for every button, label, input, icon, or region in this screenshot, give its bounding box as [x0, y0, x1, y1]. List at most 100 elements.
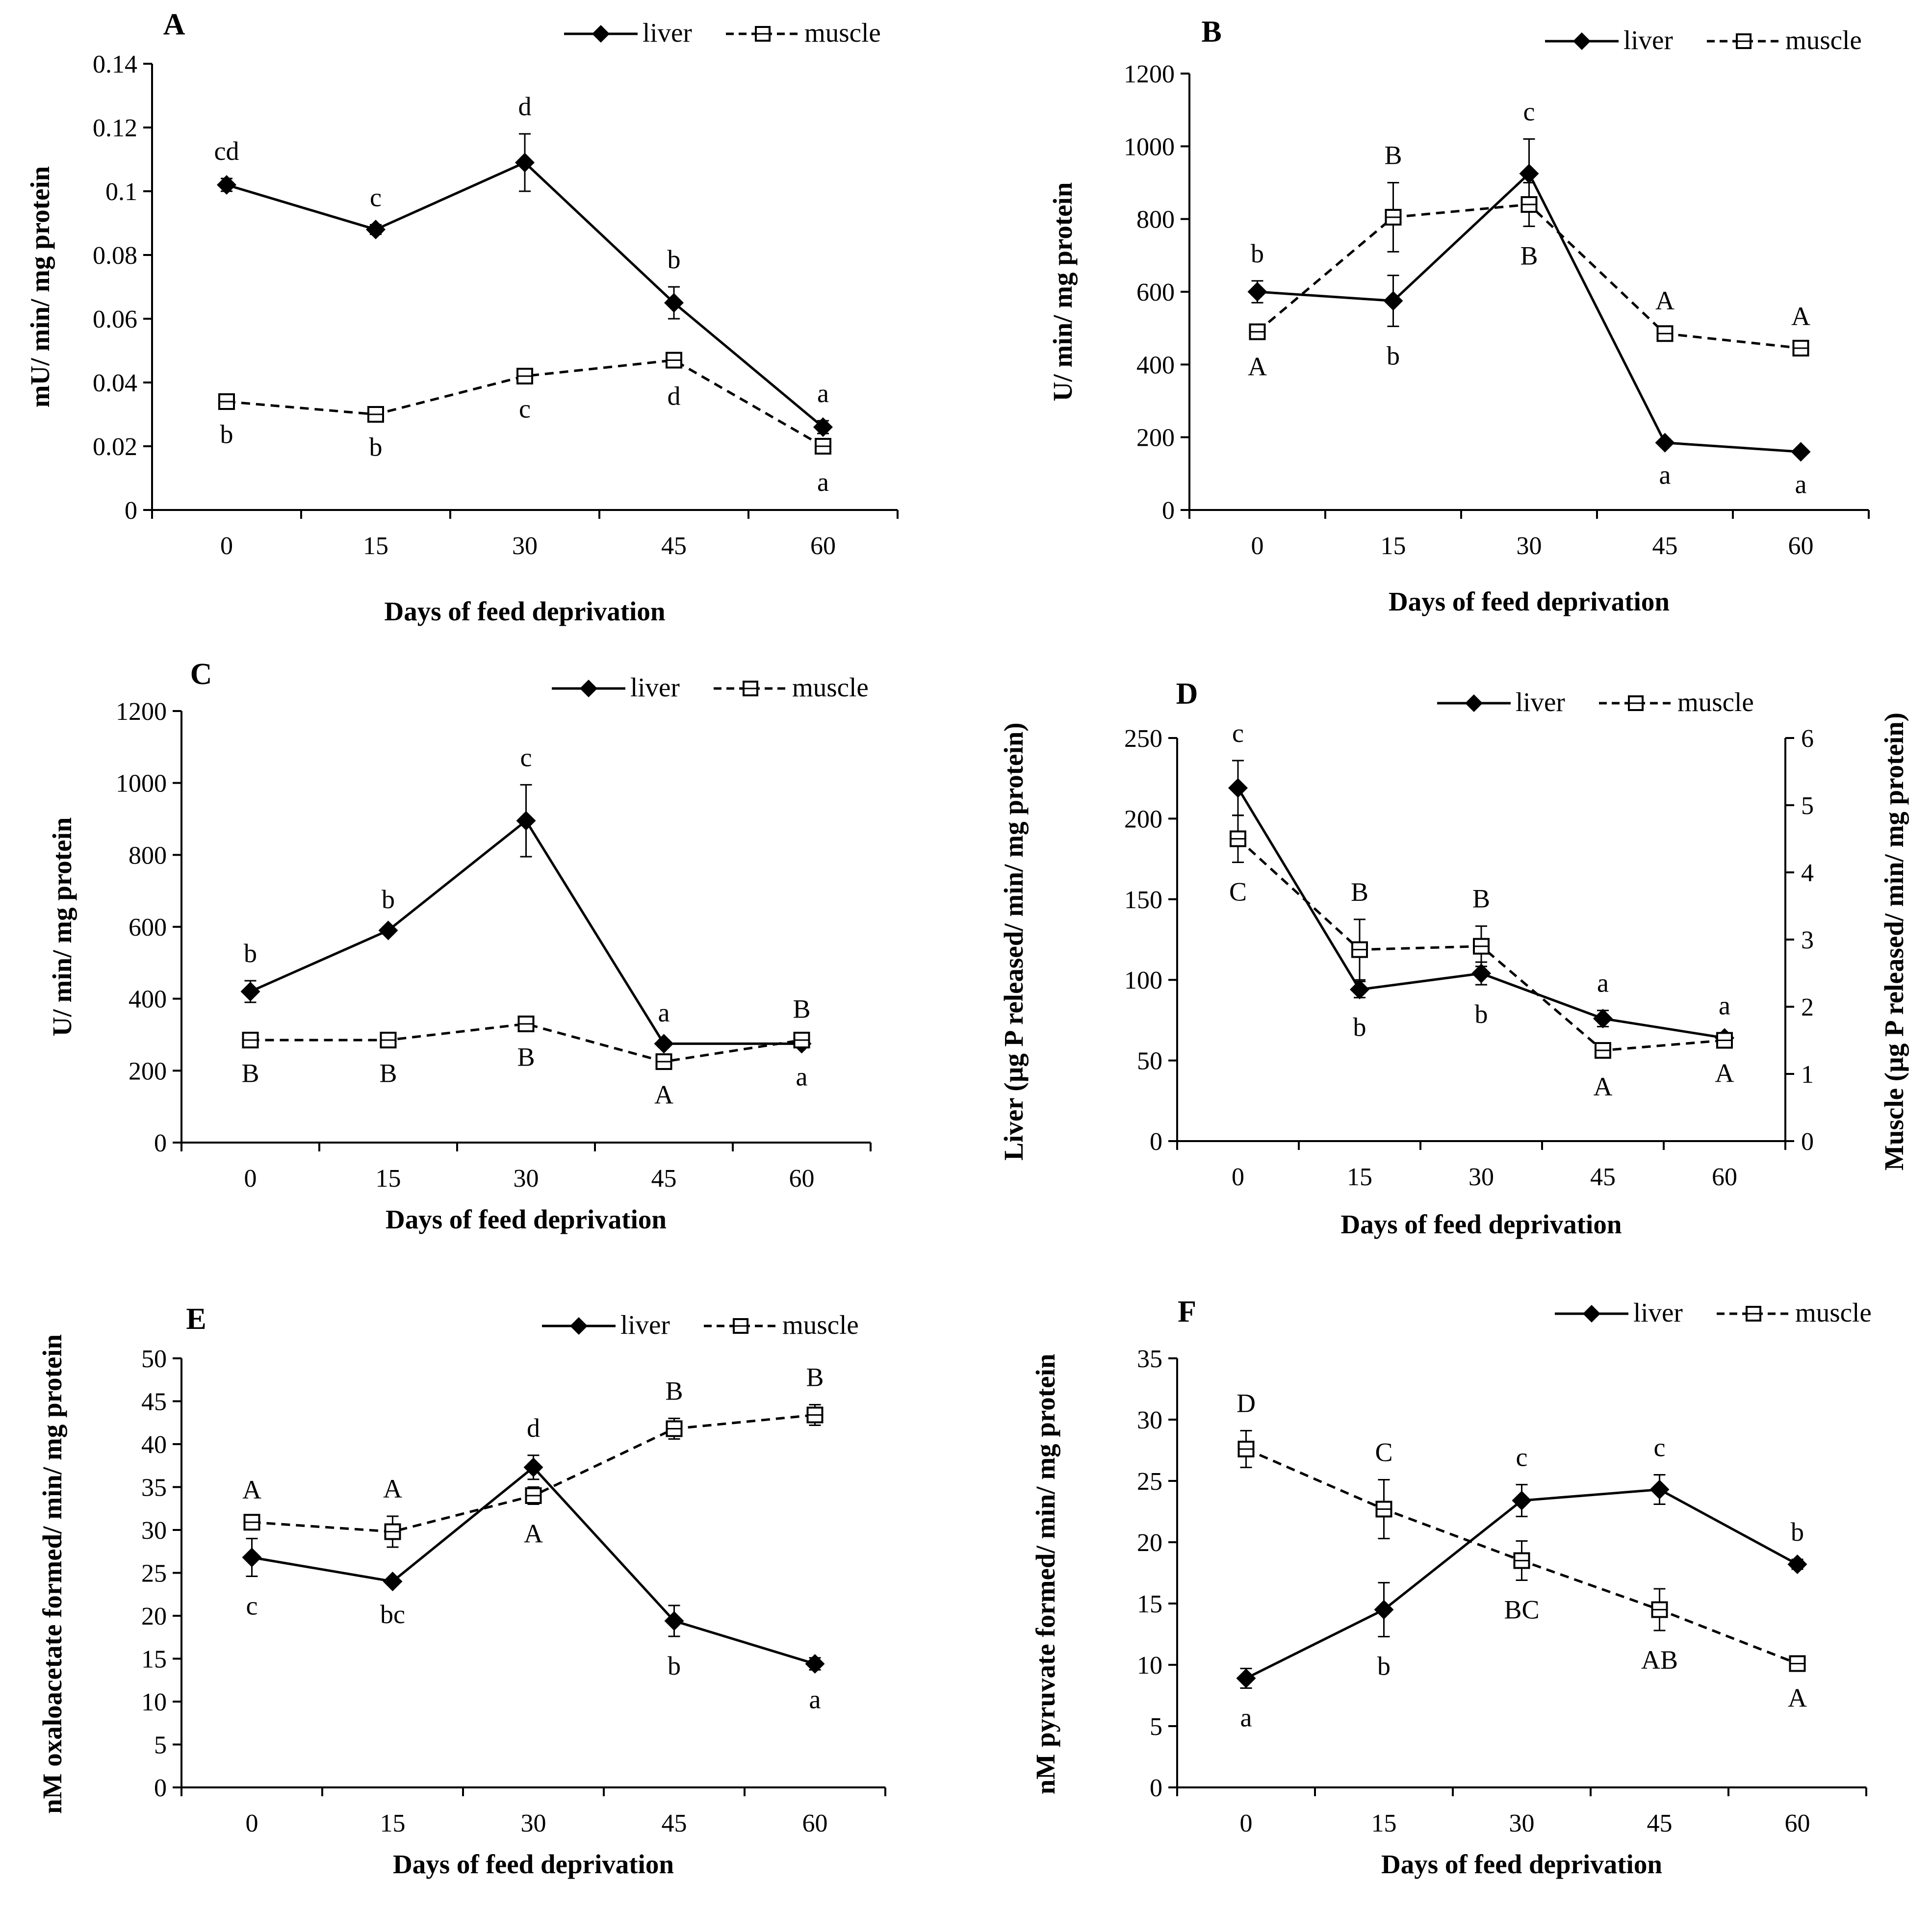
significance-label: A — [383, 1474, 402, 1503]
x-tick-label: 45 — [662, 1809, 687, 1837]
data-point-liver — [242, 1548, 262, 1567]
y-axis-title: U/ min/ mg protein — [47, 817, 77, 1037]
significance-label: C — [1375, 1438, 1392, 1467]
significance-label: B — [806, 1363, 824, 1392]
x-tick-label: 60 — [1785, 1809, 1810, 1837]
x-tick-label: 15 — [380, 1809, 406, 1837]
significance-label: C — [1229, 877, 1247, 906]
data-point-liver — [523, 1457, 543, 1477]
significance-label: b — [668, 245, 681, 274]
y-tick-label: 35 — [141, 1474, 167, 1502]
significance-label: b — [1377, 1652, 1391, 1681]
x-tick-label: 0 — [1232, 1163, 1244, 1191]
panel-letter: A — [163, 8, 185, 41]
significance-label: a — [817, 379, 829, 408]
y-tick-label: 20 — [141, 1603, 167, 1630]
data-point-liver — [1787, 1554, 1807, 1574]
data-point-liver — [1247, 282, 1267, 302]
y-tick-label: 50 — [141, 1345, 167, 1373]
legend-muscle-label: muscle — [1795, 1298, 1872, 1327]
y-tick-label: 0 — [1150, 1774, 1162, 1802]
data-point-liver — [240, 982, 260, 1001]
x-tick-label: 0 — [246, 1809, 258, 1837]
x-tick-label: 45 — [1652, 532, 1678, 560]
significance-label: a — [817, 467, 829, 497]
significance-label: B — [1384, 141, 1402, 170]
x-tick-label: 60 — [810, 532, 836, 560]
y-axis-title: mU/ min/ mg protein — [25, 166, 55, 407]
legend-muscle-label: muscle — [1785, 25, 1862, 55]
data-point-liver — [1649, 1479, 1670, 1500]
legend: liver muscle — [542, 1310, 859, 1340]
legend: liver muscle — [1545, 25, 1862, 55]
significance-label: a — [1719, 991, 1730, 1020]
x-axis-title: Days of feed deprivation — [386, 1204, 667, 1234]
y-tick-label: 0.14 — [93, 51, 137, 78]
significance-label: b — [382, 885, 395, 914]
y-tick-label: 200 — [1136, 424, 1175, 452]
x-tick-label: 45 — [651, 1165, 677, 1193]
data-point-liver — [1471, 964, 1491, 984]
legend-muscle-label: muscle — [1677, 687, 1754, 717]
y-tick-label: 0 — [1162, 497, 1175, 525]
y2-tick-label: 3 — [1801, 926, 1814, 954]
significance-label: c — [1654, 1433, 1666, 1462]
y-tick-label: 50 — [1137, 1047, 1162, 1075]
significance-label: d — [527, 1413, 540, 1443]
y-tick-label: 45 — [141, 1388, 167, 1416]
y2-tick-label: 6 — [1801, 725, 1814, 753]
y-tick-label: 25 — [141, 1560, 167, 1588]
legend-liver-marker — [580, 680, 597, 697]
significance-label: a — [1597, 968, 1609, 998]
legend-muscle-label: muscle — [792, 672, 869, 702]
x-tick-label: 15 — [376, 1165, 401, 1193]
significance-label: A — [1788, 1683, 1807, 1713]
significance-label: a — [1240, 1703, 1252, 1732]
significance-label: d — [668, 382, 681, 411]
x-tick-label: 30 — [521, 1809, 546, 1837]
y-tick-label: 1000 — [116, 770, 167, 798]
series-muscle: b b c d a — [218, 352, 831, 497]
x-axis-title: Days of feed deprivation — [385, 596, 666, 626]
significance-label: cd — [214, 136, 239, 166]
significance-label: B — [517, 1042, 535, 1071]
series-liver: b b c a a — [240, 742, 812, 1092]
y-tick-label: 1200 — [116, 698, 167, 726]
panel-letter: D — [1176, 677, 1198, 711]
legend-liver-label: liver — [1516, 687, 1565, 717]
data-point-liver — [813, 417, 833, 437]
x-tick-label: 30 — [512, 532, 538, 560]
data-point-liver — [1228, 778, 1248, 798]
data-point-liver — [1655, 433, 1675, 453]
significance-label: AB — [1641, 1645, 1678, 1675]
panel-letter: C — [190, 658, 212, 691]
significance-label: B — [241, 1058, 259, 1088]
y-tick-label: 250 — [1124, 725, 1162, 753]
x-tick-label: 45 — [661, 532, 687, 560]
legend-liver-marker — [1583, 1305, 1600, 1323]
y-tick-label: 0 — [154, 1129, 167, 1157]
data-point-liver — [664, 1611, 684, 1631]
significance-label: B — [665, 1376, 683, 1406]
y-tick-label: 150 — [1124, 886, 1162, 914]
series-liver: c b b a a — [1228, 718, 1734, 1048]
y2-tick-label: 1 — [1801, 1061, 1814, 1089]
significance-label: c — [246, 1591, 258, 1621]
series-muscle: A A A B B — [242, 1363, 824, 1549]
y-tick-label: 1200 — [1124, 60, 1175, 88]
legend-muscle-label: muscle — [782, 1310, 859, 1340]
data-point-liver — [664, 293, 684, 313]
significance-label: A — [1248, 352, 1267, 382]
significance-label: B — [1351, 877, 1368, 907]
series-muscle: C B B A A — [1229, 815, 1734, 1101]
x-tick-label: 60 — [1788, 532, 1814, 560]
y-tick-label: 0 — [1150, 1128, 1162, 1156]
significance-label: A — [524, 1519, 543, 1549]
data-point-liver — [1236, 1668, 1256, 1688]
x-tick-label: 15 — [1381, 532, 1406, 560]
x-tick-label: 30 — [1509, 1809, 1535, 1837]
y-tick-label: 15 — [141, 1646, 167, 1674]
y-tick-label: 400 — [129, 986, 167, 1014]
y-tick-label: 30 — [1137, 1406, 1162, 1434]
